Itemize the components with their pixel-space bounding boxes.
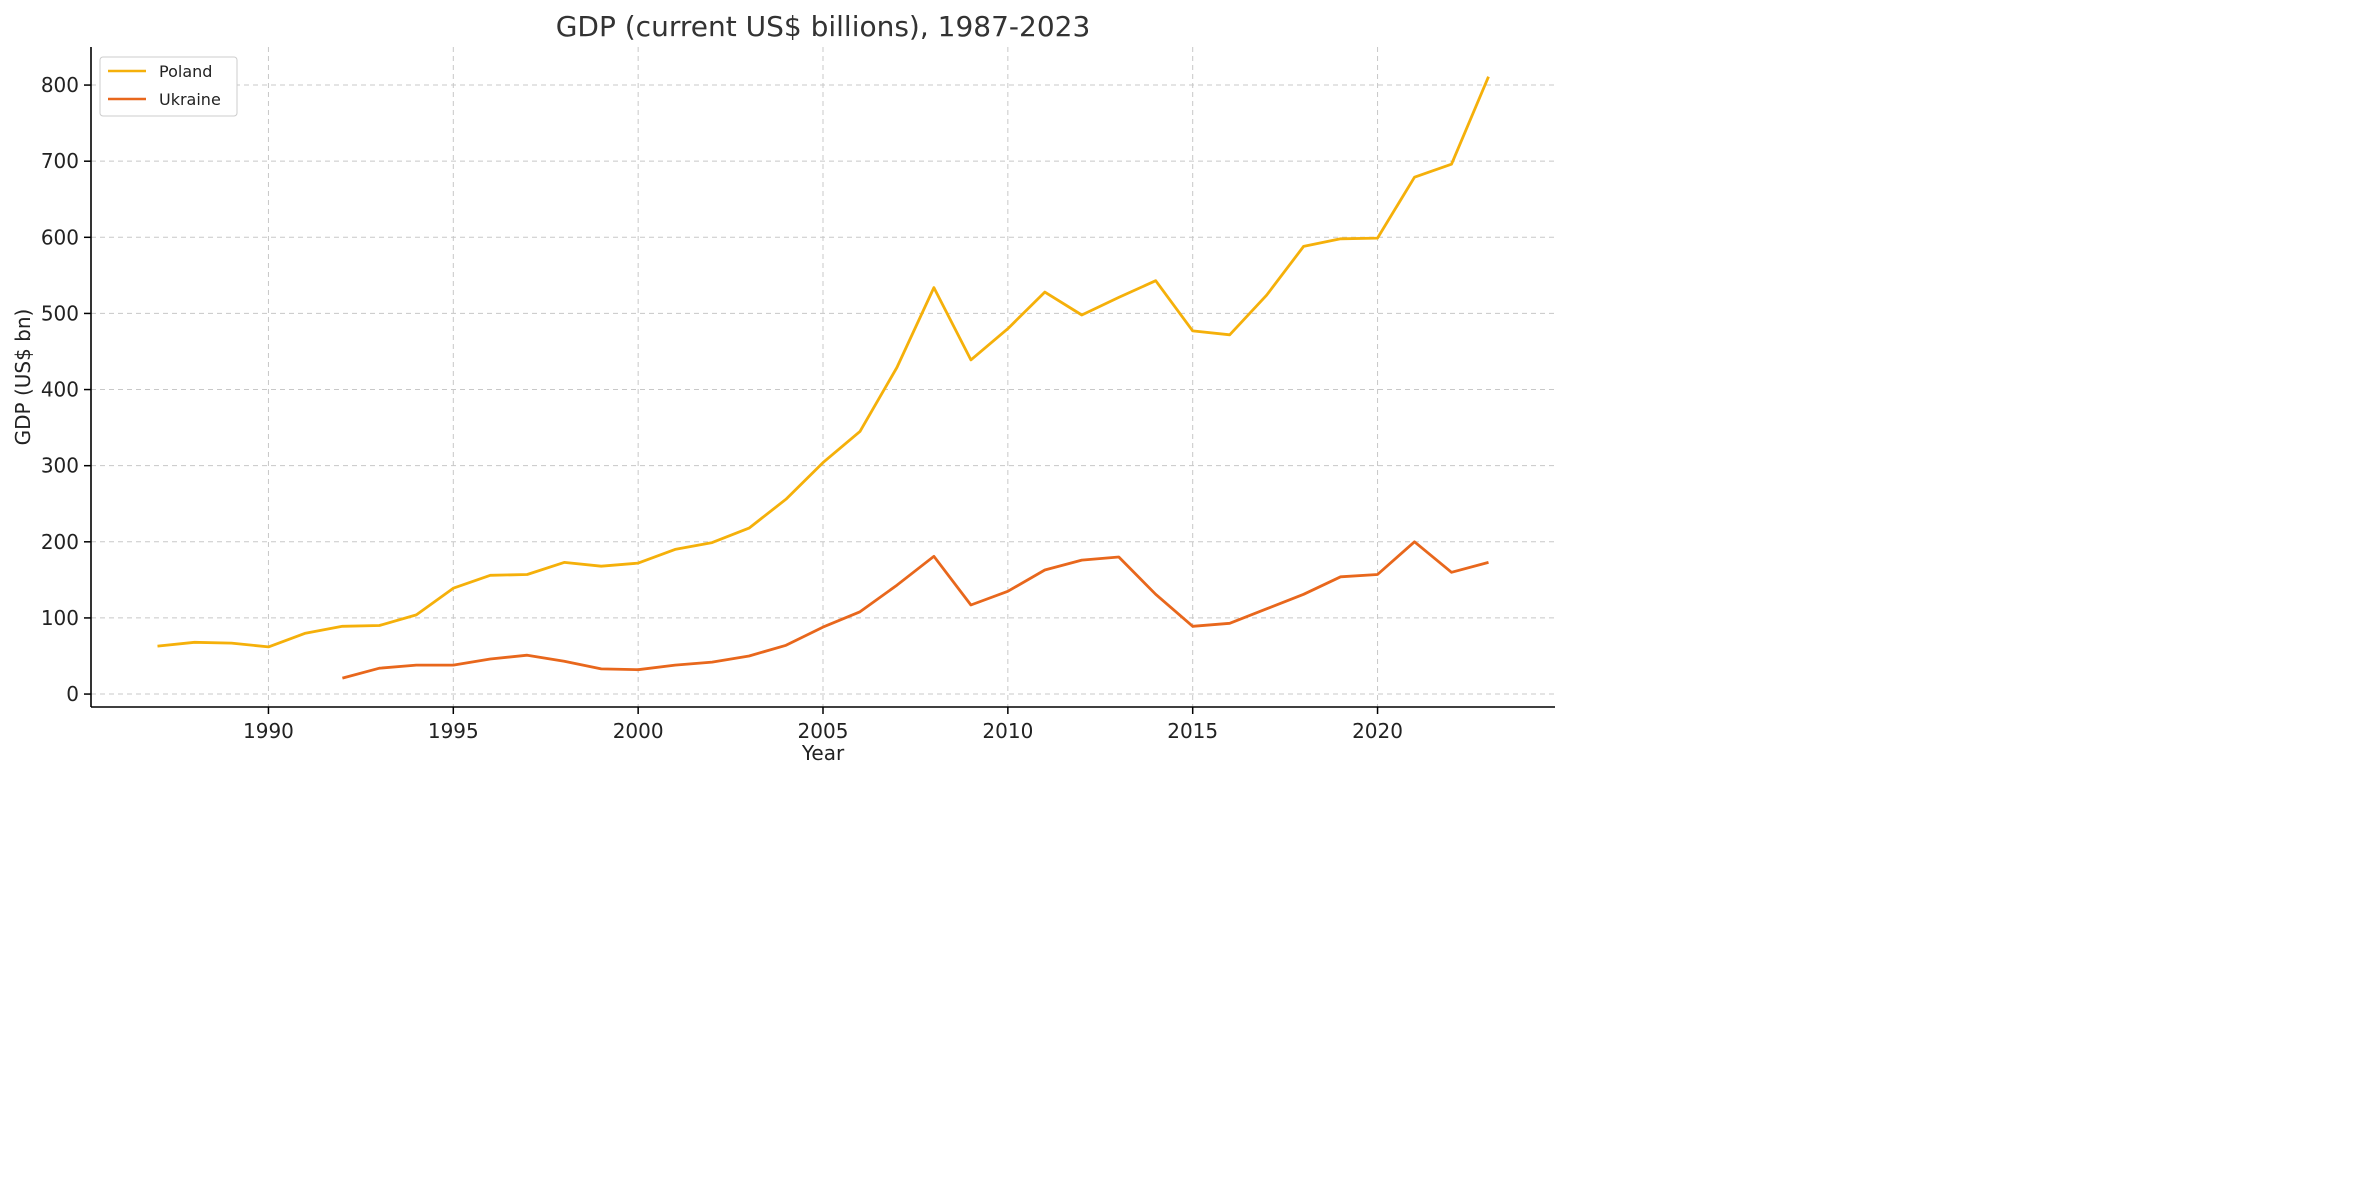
y-tick-label: 500 — [41, 301, 79, 325]
x-axis-label: Year — [801, 741, 845, 765]
chart-title: GDP (current US$ billions), 1987-2023 — [556, 10, 1091, 43]
x-tick-label: 1990 — [243, 719, 294, 743]
y-tick-label: 700 — [41, 149, 79, 173]
x-tick-label: 2015 — [1167, 719, 1218, 743]
ticks: 1990 1995 2000 2005 2010 2015 2020 0 100 200 300 40… — [41, 73, 1403, 743]
x-tick-label: 2000 — [613, 719, 664, 743]
y-tick-label: 0 — [66, 682, 79, 706]
grid — [91, 47, 1555, 707]
legend-label-poland: Poland — [159, 62, 212, 81]
y-tick-label: 300 — [41, 454, 79, 478]
x-tick-label: 1995 — [428, 719, 479, 743]
legend: Poland Ukraine — [100, 57, 237, 116]
legend-label-ukraine: Ukraine — [159, 90, 221, 109]
y-axis-label: GDP (US$ bn) — [11, 309, 35, 446]
series-line-ukraine — [342, 542, 1488, 678]
x-tick-label: 2005 — [798, 719, 849, 743]
y-tick-label: 800 — [41, 73, 79, 97]
x-tick-label: 2020 — [1352, 719, 1403, 743]
y-tick-label: 100 — [41, 606, 79, 630]
y-tick-label: 200 — [41, 530, 79, 554]
y-tick-label: 600 — [41, 225, 79, 249]
y-tick-label: 400 — [41, 378, 79, 402]
x-tick-label: 2010 — [982, 719, 1033, 743]
